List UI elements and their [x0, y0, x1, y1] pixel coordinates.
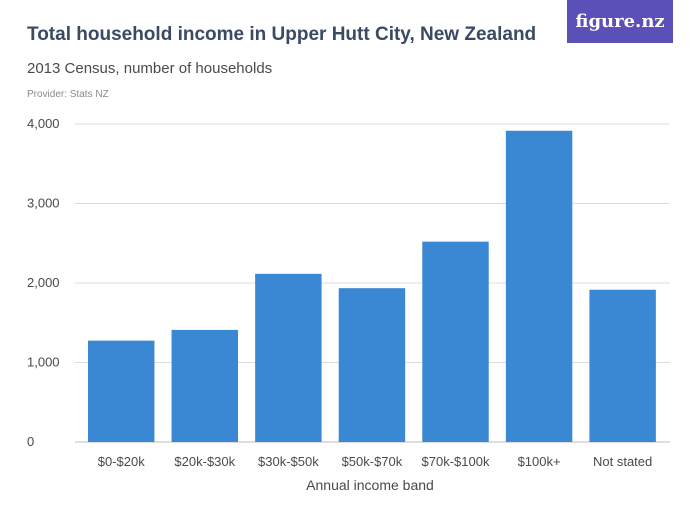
x-tick-label: $20k-$30k [174, 454, 235, 469]
x-axis-label: Annual income band [306, 477, 434, 493]
bar-6[interactable] [589, 289, 656, 442]
bar-2[interactable] [255, 273, 322, 442]
chart-subtitle: 2013 Census, number of households [27, 60, 273, 77]
bars [88, 130, 656, 442]
brand-logo-text: figure.nz [575, 11, 665, 32]
bar-0[interactable] [88, 340, 155, 442]
chart-title: Total household income in Upper Hutt Cit… [27, 24, 537, 45]
bar-1[interactable] [171, 329, 239, 442]
bar-5[interactable] [505, 130, 573, 442]
y-tick-label: 3,000 [27, 196, 60, 211]
data-provider: Provider: Stats NZ [27, 89, 109, 100]
x-tick-label: Not stated [593, 454, 652, 469]
x-tick-label: $70k-$100k [422, 454, 490, 469]
bar-3[interactable] [338, 288, 406, 442]
x-tick-label: $50k-$70k [342, 454, 403, 469]
x-tick-label: $30k-$50k [258, 454, 319, 469]
x-tick-label: $0-$20k [98, 454, 145, 469]
x-tick-label: $100k+ [518, 454, 561, 469]
y-tick-label: 4,000 [27, 116, 60, 131]
y-tick-label: 0 [27, 434, 34, 449]
x-axis-ticks: $0-$20k $20k-$30k $30k-$50k $50k-$70k $70k-$… [98, 454, 653, 469]
y-tick-label: 2,000 [27, 275, 60, 290]
y-axis-ticks: 0 1,000 2,000 3,000 4,000 [27, 116, 60, 449]
y-tick-label: 1,000 [27, 355, 60, 370]
brand-logo[interactable]: figure.nz [567, 0, 673, 43]
bar-4[interactable] [422, 241, 489, 442]
